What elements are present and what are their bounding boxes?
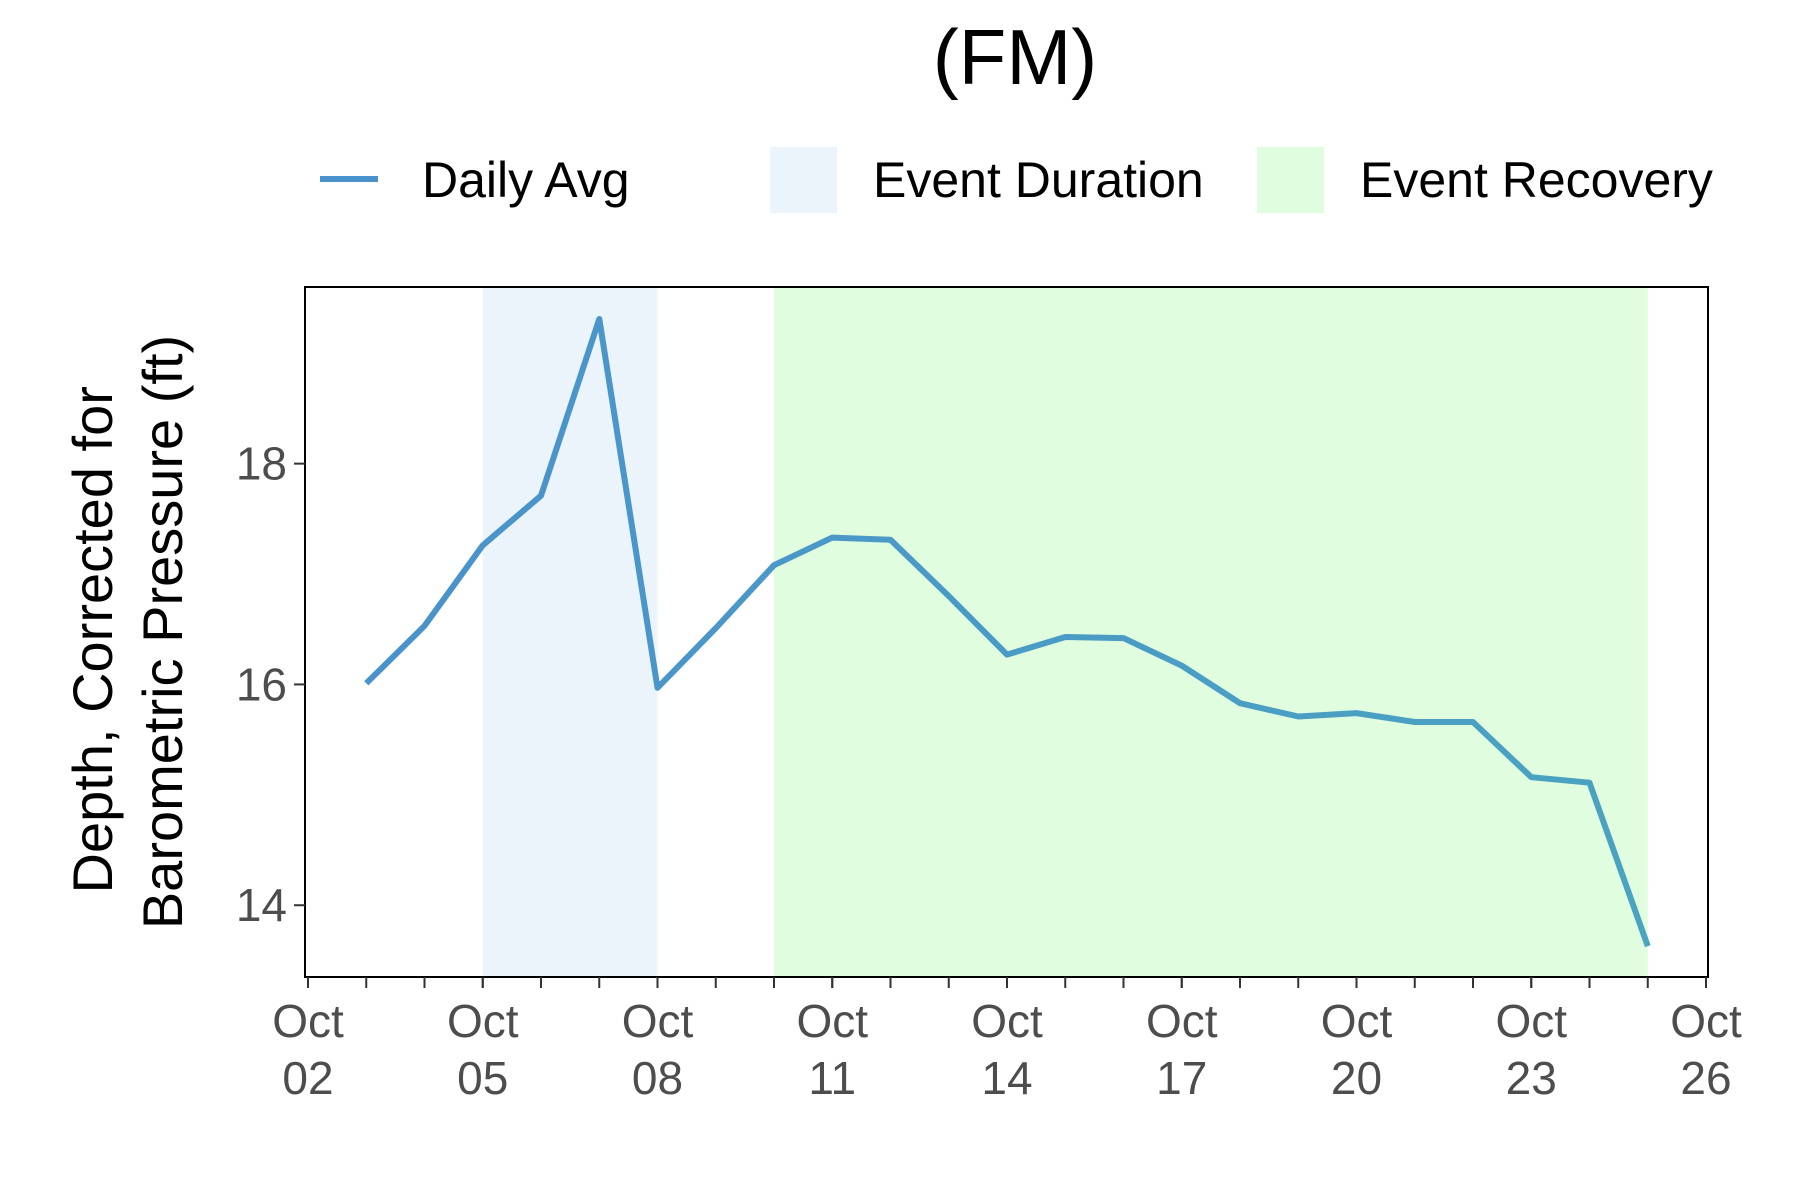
x-tick-label: Oct 23 (1495, 995, 1567, 1104)
x-tick-label: Oct 17 (1146, 995, 1218, 1104)
band-event-duration (482, 287, 658, 977)
x-tick-label: Oct 11 (796, 995, 868, 1104)
series-line-daily-avg (364, 316, 1651, 948)
legend-label: Daily Avg (422, 152, 630, 208)
legend-label: Event Recovery (1360, 152, 1713, 208)
legend-label: Event Duration (873, 152, 1204, 208)
legend-item-event-duration: Event Duration (770, 147, 1204, 213)
y-tick-label: 14 (236, 879, 287, 931)
legend: Daily Avg Event Duration Event Recovery (320, 147, 1713, 213)
x-axis: Oct 02 Oct 05 Oct 08 Oct 11 Oct 14 Oct 17 Oct 20 Oct 23… (272, 977, 1742, 1104)
series-layer (364, 316, 1651, 948)
x-tick-label: Oct 08 (622, 995, 694, 1104)
legend-item-event-recovery: Event Recovery (1257, 147, 1713, 213)
band-event-recovery (774, 287, 1648, 977)
legend-key-box (770, 147, 837, 213)
x-tick-label: Oct 14 (971, 995, 1043, 1104)
y-tick-label: 18 (236, 438, 287, 490)
x-tick-label: Oct 26 (1670, 995, 1742, 1104)
legend-key-box (1257, 147, 1324, 213)
y-axis: 14 16 18 (236, 438, 305, 931)
x-tick-label: Oct 20 (1321, 995, 1393, 1104)
x-tick-label: Oct 02 (272, 995, 344, 1104)
x-tick-label: Oct 05 (447, 995, 519, 1104)
y-axis-title: Depth, Corrected for Barometric Pressure… (61, 335, 194, 929)
event-bands (482, 287, 1648, 977)
y-tick-label: 16 (236, 658, 287, 710)
chart-title: (FM) (933, 13, 1098, 101)
legend-item-daily-avg: Daily Avg (320, 152, 630, 208)
